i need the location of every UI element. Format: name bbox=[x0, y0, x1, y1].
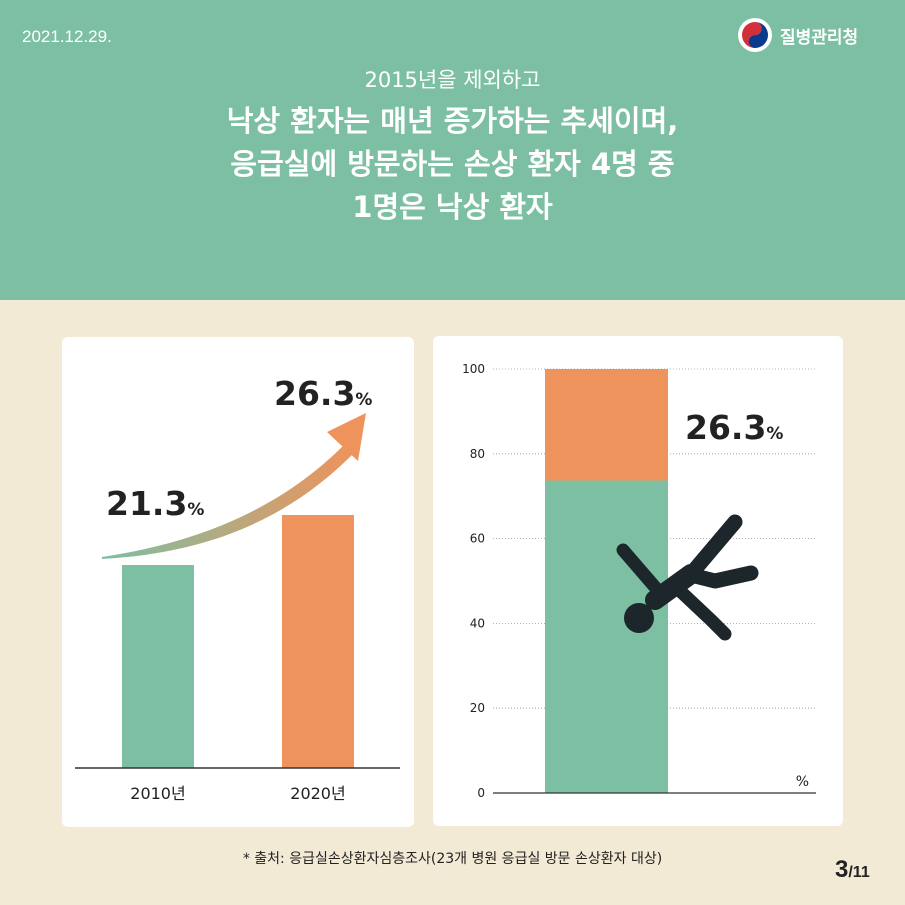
stacked-bar-chart: 0 20 40 60 80 100 % 26.3% bbox=[462, 362, 816, 800]
value-unit-2020: % bbox=[355, 390, 372, 410]
date-label: 2021.12.29. bbox=[22, 27, 112, 46]
bar-chart-card: 2010년 2020년 21.3% 26.3% bbox=[62, 337, 414, 827]
falling-person-icon bbox=[616, 514, 759, 641]
headline-line: 응급실에 방문하는 손상 환자 4명 중 bbox=[230, 147, 675, 181]
value-unit-2010: % bbox=[187, 500, 204, 520]
taegeuk-logo-icon bbox=[738, 18, 772, 52]
y-tick-label: 0 bbox=[477, 786, 485, 800]
stacked-chart-card: 0 20 40 60 80 100 % 26.3% bbox=[433, 336, 843, 826]
y-tick-label: 20 bbox=[470, 701, 485, 715]
unit-label: % bbox=[796, 774, 809, 790]
headline: 낙상 환자는 매년 증가하는 추세이며, 응급실에 방문하는 손상 환자 4명 … bbox=[0, 100, 905, 229]
bar-2010 bbox=[122, 565, 194, 768]
highlight-value-label: 26.3% bbox=[685, 408, 783, 447]
headline-line: 1명은 낙상 환자 bbox=[352, 190, 553, 224]
y-tick-label: 100 bbox=[462, 362, 485, 376]
highlight-unit: % bbox=[766, 424, 783, 444]
page-total: /11 bbox=[848, 864, 870, 881]
category-label-2020: 2020년 bbox=[290, 784, 345, 803]
org-logo: 질병관리청 bbox=[738, 18, 858, 52]
trend-arrow-head bbox=[327, 413, 366, 461]
zigzag-divider bbox=[0, 278, 905, 292]
y-tick-label: 80 bbox=[470, 447, 485, 461]
value-label-2010: 21.3% bbox=[106, 484, 204, 523]
value-number-2010: 21.3 bbox=[106, 484, 187, 523]
category-label-2010: 2010년 bbox=[130, 784, 185, 803]
y-tick-label: 40 bbox=[470, 616, 485, 630]
value-number-2020: 26.3 bbox=[274, 374, 355, 413]
source-footnote: * 출처: 응급실손상환자심층조사(23개 병원 응급실 방문 손상환자 대상) bbox=[242, 851, 663, 867]
stack-highlight-segment bbox=[545, 369, 668, 481]
org-name: 질병관리청 bbox=[780, 27, 859, 48]
bar-2020 bbox=[282, 515, 354, 768]
value-label-2020: 26.3% bbox=[274, 374, 372, 413]
y-tick-label: 60 bbox=[470, 532, 485, 546]
stack-rest-segment bbox=[545, 480, 668, 793]
page-indicator: 3/11 bbox=[835, 856, 870, 884]
page-current: 3 bbox=[835, 856, 849, 883]
bar-chart: 2010년 2020년 21.3% 26.3% bbox=[75, 374, 400, 803]
subtitle: 2015년을 제외하고 bbox=[364, 68, 541, 92]
headline-line: 낙상 환자는 매년 증가하는 추세이며, bbox=[226, 104, 679, 138]
highlight-number: 26.3 bbox=[685, 408, 766, 447]
